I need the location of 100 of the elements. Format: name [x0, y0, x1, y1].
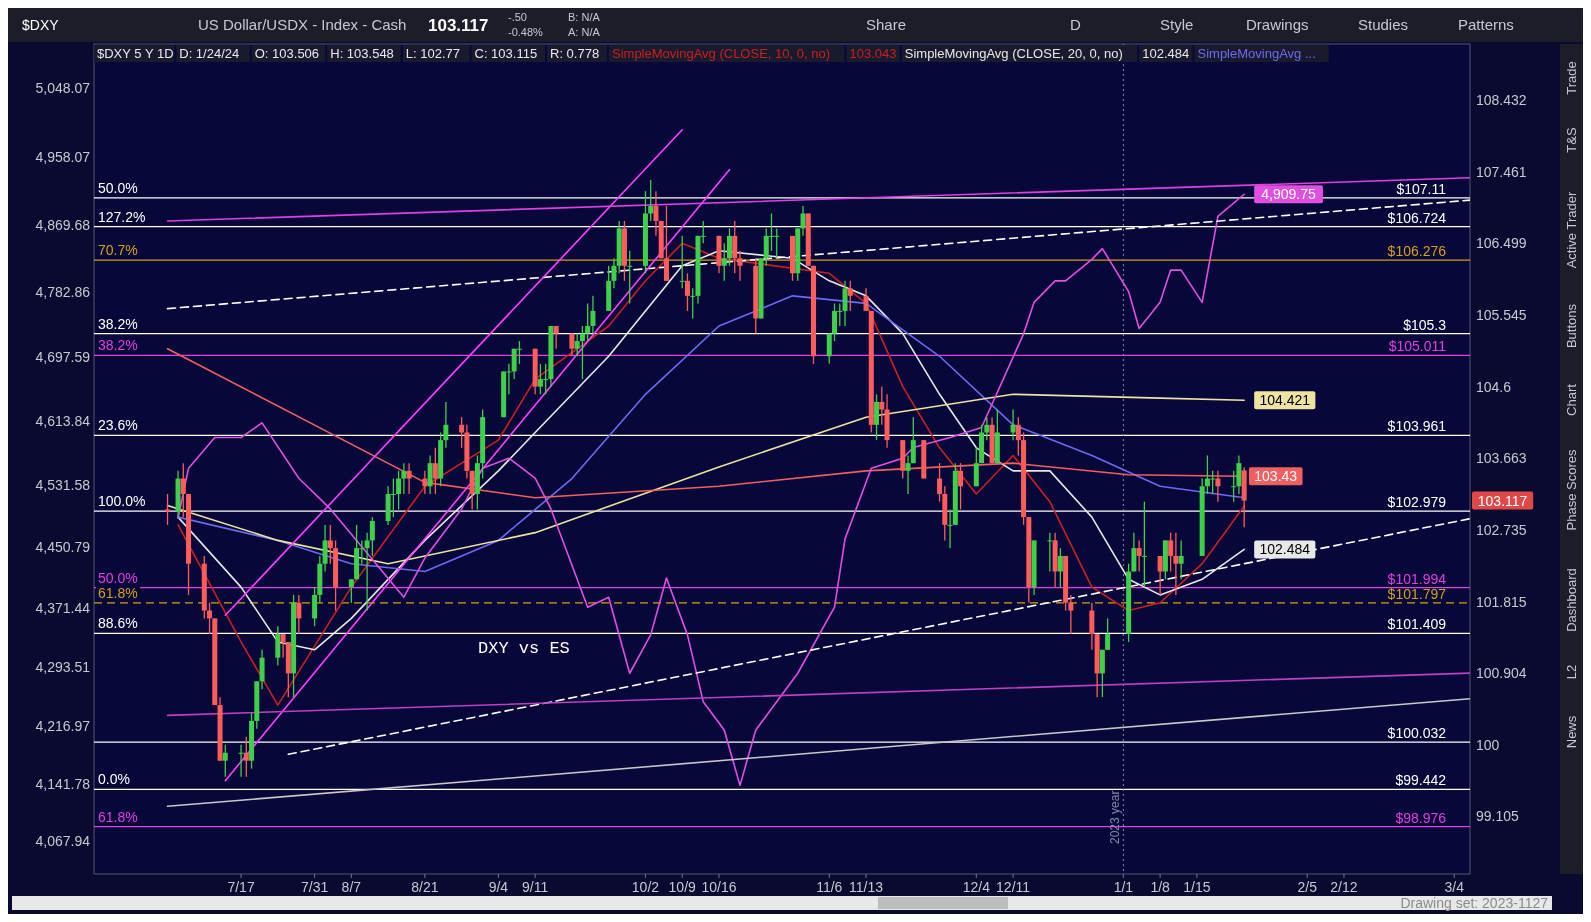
candlestick: [406, 462, 412, 495]
candlestick: [459, 416, 465, 449]
annotation: DXY vs ES: [478, 639, 570, 658]
x-tick-label: 12/11: [996, 879, 1031, 895]
candlestick: [390, 477, 396, 518]
candlestick: [611, 257, 617, 289]
text: L2: [1564, 664, 1579, 680]
y-tick-label: 100: [1476, 736, 1500, 753]
candlestick: [1105, 617, 1111, 651]
text: SimpleMovingAvg (CLOSE, 10, 0, no): [612, 46, 830, 61]
candlestick: [312, 586, 318, 627]
candlestick: [432, 447, 438, 495]
y2-tick-label: 4,613.84: [35, 413, 91, 430]
candlestick: [1057, 547, 1063, 588]
candlestick: [937, 462, 943, 503]
text: Drawing set: 2023-1127: [1400, 895, 1549, 911]
candlestick: [826, 332, 832, 365]
line-series: [177, 193, 1245, 787]
candlestick: [832, 302, 838, 342]
annotation: D: 1/24/24: [179, 46, 240, 61]
candlestick: [259, 649, 265, 690]
y2-tick-label: 4,697.59: [35, 349, 91, 366]
annotation: 0.0%: [98, 771, 130, 788]
annotation: 50.0%: [98, 179, 138, 196]
y2-tick-label: 4,216.97: [35, 718, 91, 735]
ref-line-label: $106.276: [1387, 243, 1447, 260]
x-tick-label: 10/16: [701, 879, 737, 895]
candlestick: [327, 524, 333, 565]
annotation: 38.2%: [98, 315, 138, 332]
y-tick-label: 100.904: [1476, 665, 1527, 682]
candlestick: [679, 235, 685, 289]
candlestick: [874, 393, 880, 441]
candlestick: [984, 416, 990, 441]
candlestick: [1173, 531, 1179, 596]
y2-tick-label: 4,067.94: [35, 832, 91, 849]
ref-line-label: $102.979: [1387, 494, 1447, 511]
annotation: 70.7%: [98, 242, 138, 259]
ref-line-label: $101.409: [1387, 616, 1447, 633]
x-tick-label: 1/1: [1113, 879, 1134, 895]
candlestick: [585, 302, 591, 342]
candlestick: [726, 227, 732, 267]
x-tick-label: 7/31: [300, 879, 329, 895]
data-label: 103.43: [1254, 468, 1298, 485]
y-tick-label: 99.105: [1476, 808, 1520, 825]
y2-tick-label: 4,450.79: [35, 538, 91, 555]
annotation: 23.6%: [98, 417, 138, 434]
text: Active Trader: [1564, 191, 1579, 269]
y-tick-label: 104.6: [1476, 378, 1512, 395]
candlestick: [663, 205, 669, 282]
text: Studies: [1358, 16, 1409, 33]
text: Style: [1160, 16, 1194, 33]
y2-tick-label: 4,958.07: [35, 149, 91, 166]
y2-tick-label: 4,371.44: [35, 599, 91, 616]
text: Trade: [1564, 61, 1579, 95]
text: Buttons: [1564, 303, 1579, 349]
candlestick: [469, 470, 475, 511]
candlestick: [1089, 602, 1095, 651]
candlestick: [1236, 454, 1242, 495]
line-series: [166, 393, 1245, 565]
candlestick: [648, 179, 654, 222]
y-tick-label: 107.461: [1476, 163, 1527, 180]
candlestick: [1010, 408, 1016, 441]
text: -.50: [508, 11, 527, 23]
candlestick: [721, 242, 727, 282]
data-label: 4,909.75: [1261, 186, 1317, 203]
text: T&S: [1564, 127, 1579, 153]
candlestick: [165, 493, 171, 526]
x-tick-label: 12/4: [962, 879, 991, 895]
annotation: O: 103.506: [254, 46, 320, 61]
candlestick: [348, 578, 354, 604]
text: Patterns: [1458, 16, 1514, 33]
text: 103.117: [1477, 492, 1528, 509]
candlestick: [847, 280, 853, 312]
candlestick: [879, 386, 885, 426]
text: Drawings: [1246, 16, 1309, 33]
ref-line-label: $101.797: [1387, 585, 1447, 602]
candlestick: [207, 602, 213, 635]
x-tick-label: 9/4: [488, 879, 509, 895]
candlestick: [1099, 649, 1105, 698]
text: -0.48%: [508, 26, 544, 38]
x-tick-label: 9/11: [522, 879, 549, 895]
candlestick: [910, 416, 916, 464]
ref-line-label: $106.724: [1387, 209, 1447, 226]
candlestick: [553, 325, 559, 350]
x-tick-label: 2/5: [1297, 879, 1318, 895]
text: SimpleMovingAvg ...: [1197, 46, 1316, 61]
x-tick-label: 11/6: [816, 879, 843, 895]
candlestick: [1178, 539, 1184, 580]
candlestick: [296, 594, 302, 635]
y-tick-label: 102.735: [1476, 521, 1527, 538]
candlestick: [800, 205, 806, 237]
y2-tick-label: 4,293.51: [35, 659, 91, 676]
candlestick: [1047, 531, 1053, 573]
annotation: 88.6%: [98, 615, 138, 632]
text: B: N/A: [568, 11, 601, 23]
text: Share: [866, 16, 907, 33]
candlestick: [684, 272, 690, 312]
candlestick: [364, 531, 370, 612]
candlestick: [1068, 594, 1074, 635]
x-tick-label: 8/21: [411, 879, 439, 895]
